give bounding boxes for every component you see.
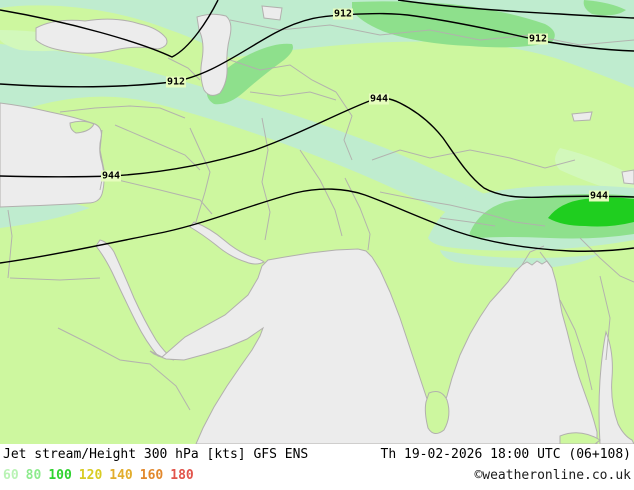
jet-band-ne-india-tail xyxy=(440,250,600,268)
jet-green-blob-top xyxy=(352,1,555,48)
contour-trough-topleft xyxy=(0,0,219,58)
island-sri-lanka xyxy=(424,391,450,434)
caption-bar: Jet stream/Height 300 hPa [kts] GFS ENS … xyxy=(0,444,634,490)
sea-gulf-of-thailand xyxy=(598,330,634,444)
jet-green-streak-caspian xyxy=(206,43,293,105)
lake-balkhash xyxy=(571,111,593,122)
jet-bright-core-ne-india xyxy=(548,197,634,227)
legend-value-180: 180 xyxy=(170,468,194,483)
sea-layer xyxy=(0,5,634,444)
legend-value-140: 140 xyxy=(109,468,133,483)
sea-caspian xyxy=(196,13,232,96)
lake-aral xyxy=(261,5,283,21)
copyright: ©weatheronline.co.uk xyxy=(474,468,631,483)
jet-band-mid xyxy=(0,44,548,237)
sea-indian-ocean xyxy=(149,248,598,444)
valid-time: Th 19-02-2026 18:00 UTC (06+108) xyxy=(380,447,631,462)
lake-small-right-edge xyxy=(621,169,634,185)
border-layer xyxy=(7,19,634,411)
island-layer xyxy=(69,120,601,444)
legend-value-60: 60 xyxy=(3,468,19,483)
sea-persian-gulf xyxy=(189,221,265,265)
island-sumatra xyxy=(559,432,601,444)
sea-black-sea xyxy=(35,18,168,54)
map-canvas xyxy=(0,0,634,444)
legend-value-120: 120 xyxy=(78,468,103,483)
jet-speed-legend: 60 80 100 120 140 160 180 xyxy=(3,468,201,483)
contour-topright xyxy=(397,0,634,19)
contour-south-unlabeled xyxy=(0,188,634,264)
jet-green-blob-topright xyxy=(583,0,626,16)
jetstream-map: 912 912 912 944 944 944 xyxy=(0,0,634,444)
legend-value-160: 160 xyxy=(139,468,164,483)
island-cyprus xyxy=(69,120,95,134)
legend-value-100: 100 xyxy=(48,468,72,483)
product-label: Jet stream/Height 300 hPa [kts] GFS ENS xyxy=(3,447,309,462)
legend-value-80: 80 xyxy=(25,468,42,483)
